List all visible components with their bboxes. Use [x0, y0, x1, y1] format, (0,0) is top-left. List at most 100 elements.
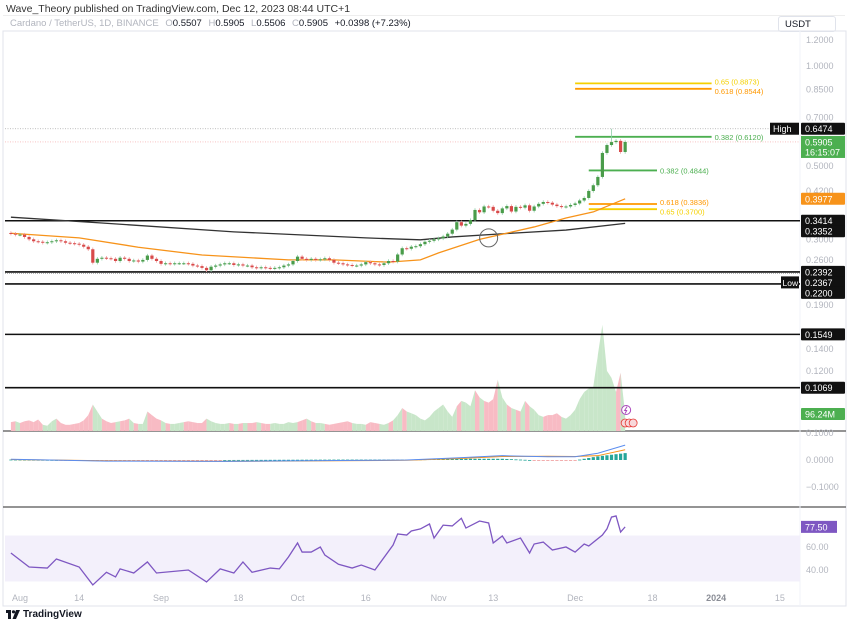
rsi-tag: 77.50 [805, 522, 828, 532]
volume-area-segment [502, 397, 507, 431]
volume-area-segment [556, 413, 562, 431]
macd-histogram-bar [223, 460, 227, 461]
volume-area-segment [579, 392, 585, 431]
candle-body [605, 145, 609, 153]
currency-button[interactable]: USDT [778, 16, 836, 32]
macd-histogram-bar [159, 460, 163, 461]
low-label: Low [783, 278, 799, 288]
macd-histogram-bar [346, 459, 350, 461]
volume-area-segment [92, 404, 98, 431]
macd-histogram-bar [550, 460, 554, 461]
volume-area-segment [183, 421, 189, 431]
high-price-tag-box [801, 122, 845, 135]
rsi-axis-label: 60.00 [806, 542, 829, 552]
macd-pane [9, 444, 627, 462]
price-axis-label: 1.2000 [806, 35, 834, 45]
candle-body [241, 264, 245, 266]
candle-body [332, 259, 336, 263]
macd-histogram-bar [309, 459, 313, 461]
candle-body [132, 260, 136, 262]
price-axis-label: 0.1400 [806, 344, 834, 354]
macd-histogram-bar [273, 459, 277, 461]
volume-area-segment [488, 399, 494, 431]
volume-area-segment [288, 422, 293, 431]
macd-histogram-bar [409, 459, 413, 461]
candle-body [350, 264, 354, 266]
rsi-line [10, 515, 626, 586]
lightning-event-icon [621, 405, 632, 415]
candle-body [214, 265, 218, 267]
macd-histogram-bar [318, 459, 322, 461]
chart-border [2, 30, 847, 607]
volume-area-segment [306, 418, 312, 431]
macd-histogram-bar [264, 459, 268, 461]
level-tag: 0.1549 [805, 330, 833, 340]
golden-cross-circle [479, 228, 499, 248]
candle-body [164, 263, 168, 265]
candle-body [441, 236, 445, 239]
macd-histogram-bar [482, 458, 486, 460]
macd-histogram-bar [9, 459, 13, 461]
macd-histogram-bar [514, 459, 518, 461]
macd-histogram-bar [232, 459, 236, 461]
macd-histogram-bar [77, 460, 81, 461]
candle-body [346, 264, 350, 266]
tradingview-logo-text: TradingView [23, 609, 82, 620]
candle-body [509, 206, 513, 212]
macd-histogram-bar [609, 454, 614, 460]
macd-histogram-bar [286, 459, 291, 461]
volume-area-segment [211, 421, 216, 431]
close-value: 0.5905 [298, 18, 328, 29]
candle-body [414, 246, 418, 248]
macd-histogram-bar [45, 459, 49, 461]
macd-histogram-bar [364, 459, 368, 461]
tradingview-logo[interactable]: TradingView [6, 609, 82, 620]
macd-histogram-bar [127, 460, 131, 461]
volume-area-segment [33, 419, 39, 431]
price-pane: 0.65 (0.8873)0.618 (0.8544) 0.382 (0.6120… [5, 77, 800, 389]
macd-histogram-bar [336, 459, 341, 461]
volume-area-segment [156, 418, 162, 431]
candle-body [259, 267, 263, 269]
last-price-tag: 0.5905 [805, 137, 833, 147]
macd-histogram-bar [245, 459, 250, 461]
macd-histogram-bar [68, 460, 72, 461]
volume-area-segment [165, 423, 171, 431]
candle-body [423, 241, 427, 245]
volume-area-segment [129, 418, 134, 431]
candle-body [409, 246, 413, 249]
candle-body [9, 232, 13, 234]
macd-histogram-bar [473, 458, 477, 460]
macd-histogram-bar [141, 460, 145, 461]
candle-body [327, 258, 331, 260]
candle-body [396, 254, 400, 262]
symbol-name[interactable]: Cardano / TetherUS, 1D, BINANCE [10, 18, 159, 29]
volume-area-segment [415, 415, 421, 431]
volume-area-segment [315, 423, 321, 431]
volume-area-segment [475, 390, 480, 431]
candle-body [609, 142, 614, 146]
macd-histogram-bar [591, 457, 595, 460]
macd-histogram-bar [405, 459, 409, 461]
volume-area-segment [279, 423, 284, 431]
volume-area-segment [133, 423, 139, 431]
macd-histogram-bar [341, 459, 345, 461]
candle-body [45, 242, 49, 244]
volume-area-segment [56, 418, 61, 431]
change-value: +0.0398 (+7.23%) [334, 18, 411, 29]
candle-body [623, 141, 627, 152]
volume-area-segment [443, 404, 448, 431]
macd-histogram-bar [41, 459, 45, 461]
macd-histogram-bar [600, 455, 604, 460]
fib-level-label: 0.65 (0.3700) [660, 207, 705, 216]
time-axis-label: Nov [431, 593, 448, 603]
volume-area-segment [593, 354, 598, 431]
candle-body [418, 244, 422, 247]
volume-area-segment [506, 404, 512, 431]
high-label: High [773, 124, 792, 134]
candle-body [104, 257, 109, 259]
candle-body [227, 263, 231, 265]
macd-histogram-bar [305, 459, 309, 461]
volume-area-segment [479, 397, 485, 431]
